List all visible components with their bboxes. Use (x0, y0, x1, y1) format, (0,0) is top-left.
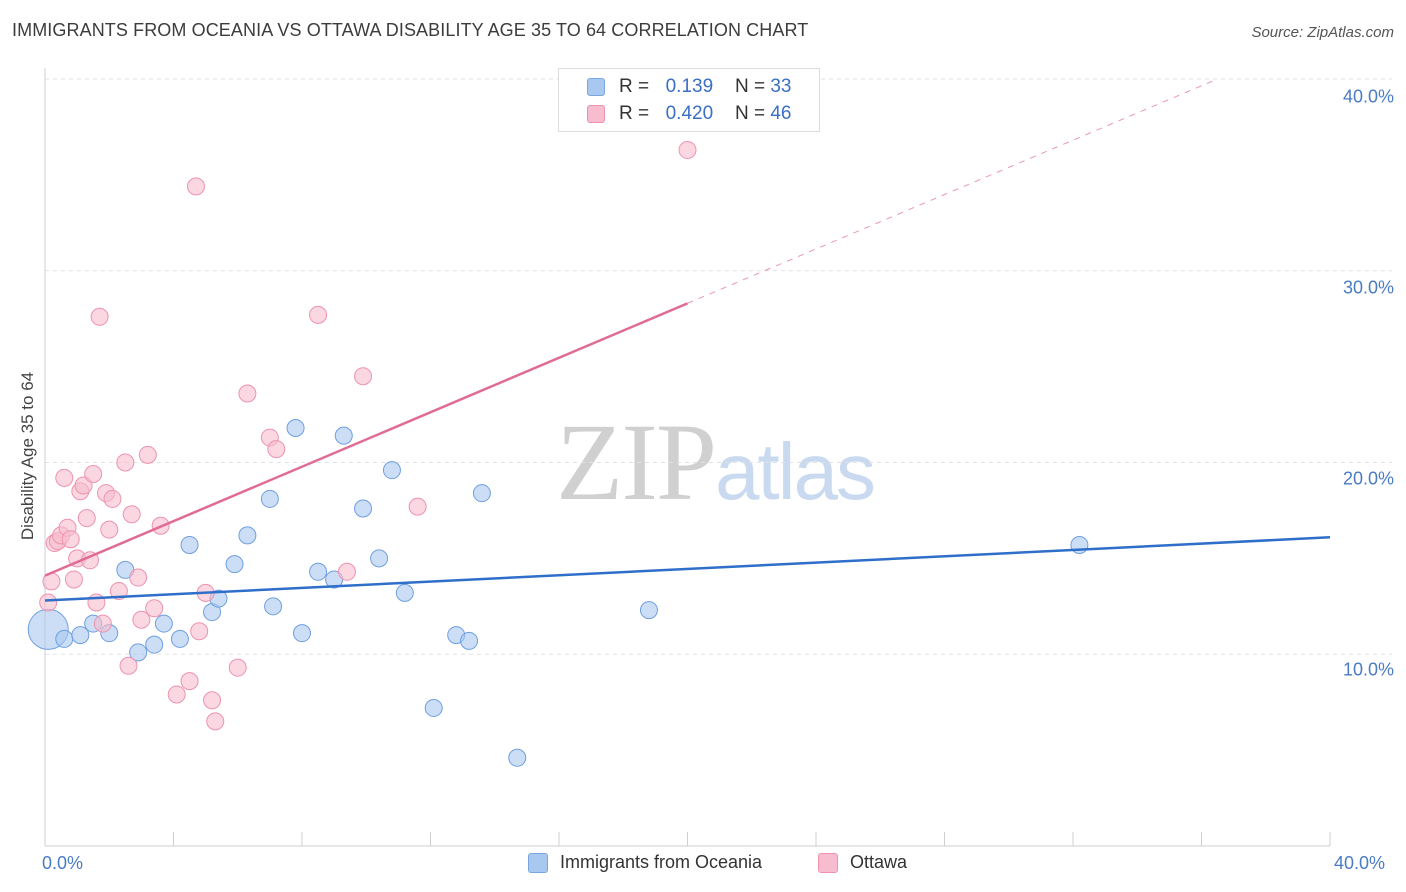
bottom-legend-label-oceania: Immigrants from Oceania (560, 852, 763, 872)
legend-n-value: 33 (770, 76, 792, 97)
ottawa-point (74, 476, 93, 495)
ottawa-point (138, 445, 157, 464)
oceania-point (472, 484, 491, 503)
legend-swatch-blue (587, 78, 605, 96)
ottawa-point (228, 658, 247, 677)
source-label: Source: ZipAtlas.com (1251, 24, 1394, 41)
ottawa-point (90, 307, 109, 326)
oceania-point (508, 748, 527, 767)
ottawa-point (238, 384, 257, 403)
legend-n-label: N = (734, 103, 766, 124)
ottawa-point (122, 505, 141, 524)
ottawa-point (354, 367, 373, 386)
oceania-point (334, 426, 353, 445)
legend-r-value: 0.139 (665, 76, 714, 97)
ottawa-point (206, 712, 225, 731)
oceania-point (55, 629, 74, 648)
oceania-trend-line (44, 536, 1331, 602)
ottawa-trend-line (44, 302, 688, 577)
oceania-point (286, 418, 305, 437)
oceania-point (382, 461, 401, 480)
legend-r-label: R = (619, 76, 650, 97)
oceania-point (238, 526, 257, 545)
ottawa-point (39, 593, 58, 612)
ottawa-point (77, 509, 96, 528)
ottawa-point (186, 177, 205, 196)
oceania-point (264, 597, 283, 616)
y-tick-30: 30.0% (1342, 277, 1394, 298)
oceania-point (354, 499, 373, 518)
x-tick-min: 0.0% (42, 853, 84, 873)
ottawa-point (678, 140, 697, 159)
ottawa-point (408, 497, 427, 516)
oceania-point (395, 583, 414, 602)
ottawa-point (129, 568, 148, 587)
ottawa-point (337, 562, 356, 581)
oceania-point (170, 629, 189, 648)
bottom-legend-swatch-pink (818, 852, 838, 873)
ottawa-point (267, 440, 286, 459)
x-tick-max: 40.0% (1334, 853, 1386, 873)
ottawa-point (100, 520, 119, 539)
y-tick-10: 10.0% (1342, 659, 1394, 680)
ottawa-point (84, 465, 103, 484)
ottawa-point (103, 489, 122, 508)
y-tick-40: 40.0% (1342, 86, 1394, 107)
oceania-point (145, 635, 164, 654)
y-tick-20: 20.0% (1342, 468, 1394, 489)
oceania-point (460, 631, 479, 650)
ottawa-point (116, 453, 135, 472)
oceania-point (424, 698, 443, 717)
legend-n-label: N = (734, 76, 766, 97)
ottawa-point (309, 305, 328, 324)
legend-row-oceania: R = 0.139 N = 33 (587, 74, 791, 100)
ottawa-point (119, 656, 138, 675)
ottawa-point (203, 691, 222, 710)
oceania-point (260, 489, 279, 508)
oceania-point (180, 535, 199, 554)
oceania-point (129, 643, 148, 662)
oceania-point (225, 555, 244, 574)
legend-row-ottawa: R = 0.420 N = 46 (587, 101, 791, 127)
legend-r-label: R = (619, 103, 650, 124)
ottawa-point (55, 468, 74, 487)
chart-title: IMMIGRANTS FROM OCEANIA VS OTTAWA DISABI… (12, 20, 809, 40)
oceania-point (639, 601, 658, 620)
ottawa-point (132, 610, 151, 629)
oceania-point (309, 562, 328, 581)
y-axis-label: Disability Age 35 to 64 (18, 371, 37, 541)
legend-swatch-pink (587, 105, 605, 123)
oceania-point (154, 614, 173, 633)
bottom-legend-ottawa: Ottawa (818, 852, 907, 873)
ottawa-point (109, 581, 128, 600)
ottawa-point (167, 685, 186, 704)
ottawa-point (93, 614, 112, 633)
oceania-point (370, 549, 389, 568)
legend-r-value: 0.420 (665, 103, 714, 124)
legend: R = 0.139 N = 33 R = 0.420 N = 46 (558, 68, 820, 132)
ottawa-point (190, 622, 209, 641)
oceania-point (293, 624, 311, 643)
ottawa-point (180, 672, 199, 691)
ottawa-point (64, 570, 83, 589)
ottawa-point (145, 599, 164, 618)
bottom-legend-swatch-blue (528, 852, 548, 873)
ottawa-point (61, 530, 80, 549)
watermark-atlas: atlas (715, 427, 876, 516)
bottom-legend-label-ottawa: Ottawa (850, 852, 908, 872)
legend-n-value: 46 (770, 103, 792, 124)
bottom-legend-oceania: Immigrants from Oceania (528, 852, 762, 873)
oceania-point (71, 626, 90, 645)
